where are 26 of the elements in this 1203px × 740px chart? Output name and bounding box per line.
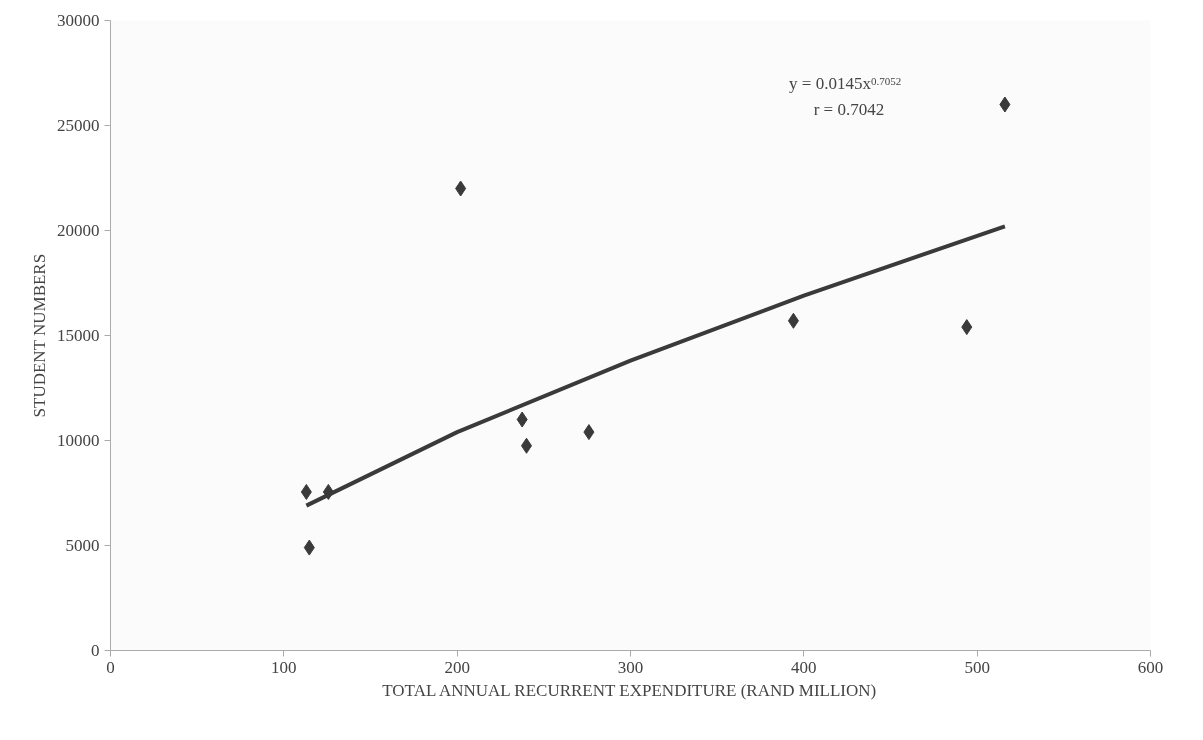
x-tick-label: 400 — [791, 657, 817, 677]
y-tick-label: 20000 — [57, 221, 100, 240]
point — [583, 424, 595, 441]
x-tick-label: 300 — [617, 657, 644, 677]
point — [961, 319, 973, 336]
point — [516, 411, 528, 428]
y-tick-label: 0 — [91, 641, 100, 660]
y-axis-title: STUDENT NUMBERS — [30, 253, 49, 418]
x-axis-title: TOTAL ANNUAL RECURRENT EXPENDITURE (RAND MILLION) — [382, 680, 877, 700]
x-tick-label: 500 — [964, 657, 990, 677]
point — [303, 539, 315, 556]
y-tick-label: 5000 — [65, 536, 100, 555]
point — [455, 180, 467, 197]
annotation: r = 0.7042 — [813, 99, 885, 119]
x-tick-label: 100 — [271, 657, 297, 677]
y-tick-label: 10000 — [57, 431, 100, 450]
y-tick-label: 25000 — [57, 116, 100, 135]
y-tick-label: 30000 — [57, 11, 100, 30]
point — [787, 312, 799, 329]
line-series — [304, 224, 1007, 508]
point — [999, 96, 1011, 113]
x-tick-label: 600 — [1137, 657, 1164, 677]
y-tick-label: 15000 — [57, 326, 100, 345]
x-tick-label: 200 — [444, 657, 470, 677]
x-tick-label: 0 — [106, 657, 115, 677]
point — [300, 483, 312, 500]
